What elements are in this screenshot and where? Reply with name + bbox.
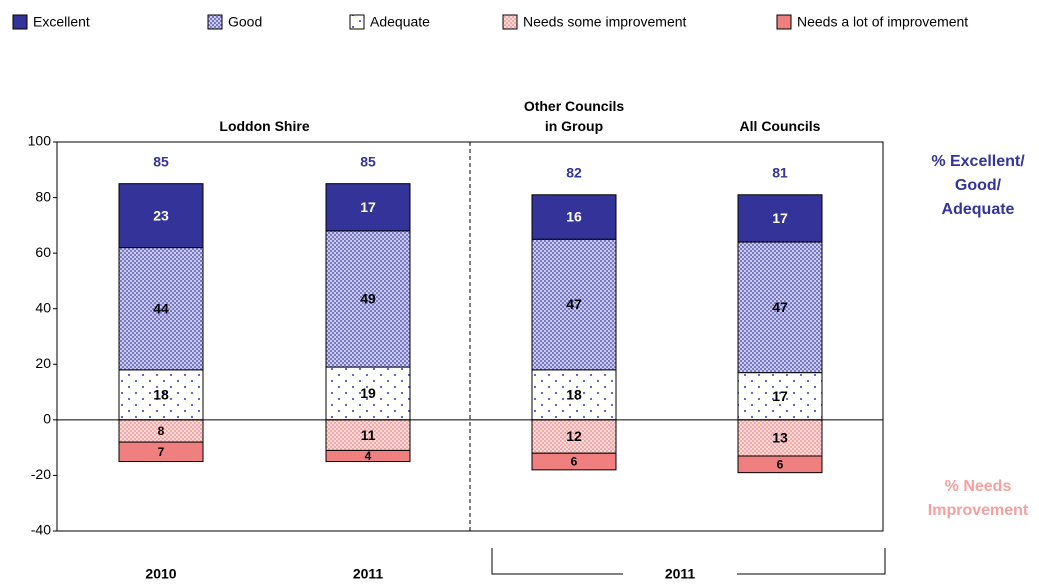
bar-value-label: 18 — [566, 387, 582, 403]
bar-value-label: 49 — [360, 291, 376, 307]
legend-swatch — [349, 14, 365, 30]
bar-value-label: 44 — [153, 300, 169, 316]
y-tick-label: 40 — [35, 299, 51, 315]
bar-segment — [118, 247, 204, 371]
legend-swatch — [12, 14, 28, 30]
year-label: 2011 — [665, 566, 696, 582]
legend-label: Adequate — [370, 14, 430, 30]
bar-value-label: 13 — [772, 430, 788, 446]
group-label: Other Councils in Group — [523, 98, 625, 134]
bar-value-label: 6 — [571, 455, 578, 469]
bar-segment — [325, 230, 411, 368]
bar-segment — [531, 369, 617, 421]
legend-label: Excellent — [33, 14, 90, 30]
y-tick-label: -40 — [31, 522, 51, 538]
bar-segment — [325, 183, 411, 232]
bar-value-label: 18 — [153, 387, 169, 403]
bar-value-label: 6 — [777, 457, 784, 471]
bar-segment — [118, 183, 204, 249]
group-label: All Councils — [739, 118, 821, 134]
bar-segment — [531, 194, 617, 240]
bar-segment — [531, 452, 617, 471]
bar-value-label: 8 — [158, 424, 165, 438]
year-label: 2010 — [145, 566, 176, 582]
y-tick-label: 20 — [35, 355, 51, 371]
bar-value-label: 17 — [360, 199, 376, 215]
legend-label: Needs a lot of improvement — [797, 14, 968, 30]
legend-label: Good — [228, 14, 262, 30]
bracket — [491, 548, 886, 575]
total-label: 85 — [360, 153, 376, 169]
bar-value-label: 23 — [153, 207, 169, 223]
annotation: % Excellent/ Good/ Adequate — [931, 153, 1025, 218]
bar-value-label: 17 — [772, 210, 788, 226]
bar-value-label: 47 — [772, 299, 788, 315]
group-label: Loddon Shire — [219, 118, 310, 134]
bar-value-label: 7 — [158, 445, 165, 459]
bar-value-label: 17 — [772, 388, 788, 404]
y-tick-label: 80 — [35, 188, 51, 204]
bar-segment — [325, 366, 411, 421]
year-label: 2011 — [353, 566, 384, 582]
bar-segment — [325, 449, 411, 463]
y-tick-label: 0 — [43, 411, 51, 427]
bar-segment — [737, 194, 823, 243]
bar-segment — [737, 455, 823, 474]
annotation: % Needs Improvement — [927, 478, 1029, 519]
bar-segment — [118, 441, 204, 463]
total-label: 82 — [566, 164, 582, 180]
bar-value-label: 19 — [360, 385, 376, 401]
total-label: 81 — [772, 164, 788, 180]
bar-segment — [737, 241, 823, 374]
y-tick-label: -20 — [31, 466, 51, 482]
y-tick-label: 60 — [35, 244, 51, 260]
bar-value-label: 16 — [566, 209, 582, 225]
bar-value-label: 47 — [566, 296, 582, 312]
total-label: 85 — [153, 153, 169, 169]
legend-swatch — [207, 14, 223, 30]
legend-swatch — [502, 14, 518, 30]
y-tick-label: 100 — [28, 133, 52, 149]
bar-value-label: 4 — [365, 449, 372, 463]
legend-label: Needs some improvement — [523, 14, 687, 30]
bar-segment — [737, 419, 823, 457]
bar-value-label: 11 — [361, 427, 376, 443]
legend-swatch — [776, 14, 792, 30]
bar-value-label: 12 — [566, 428, 582, 444]
